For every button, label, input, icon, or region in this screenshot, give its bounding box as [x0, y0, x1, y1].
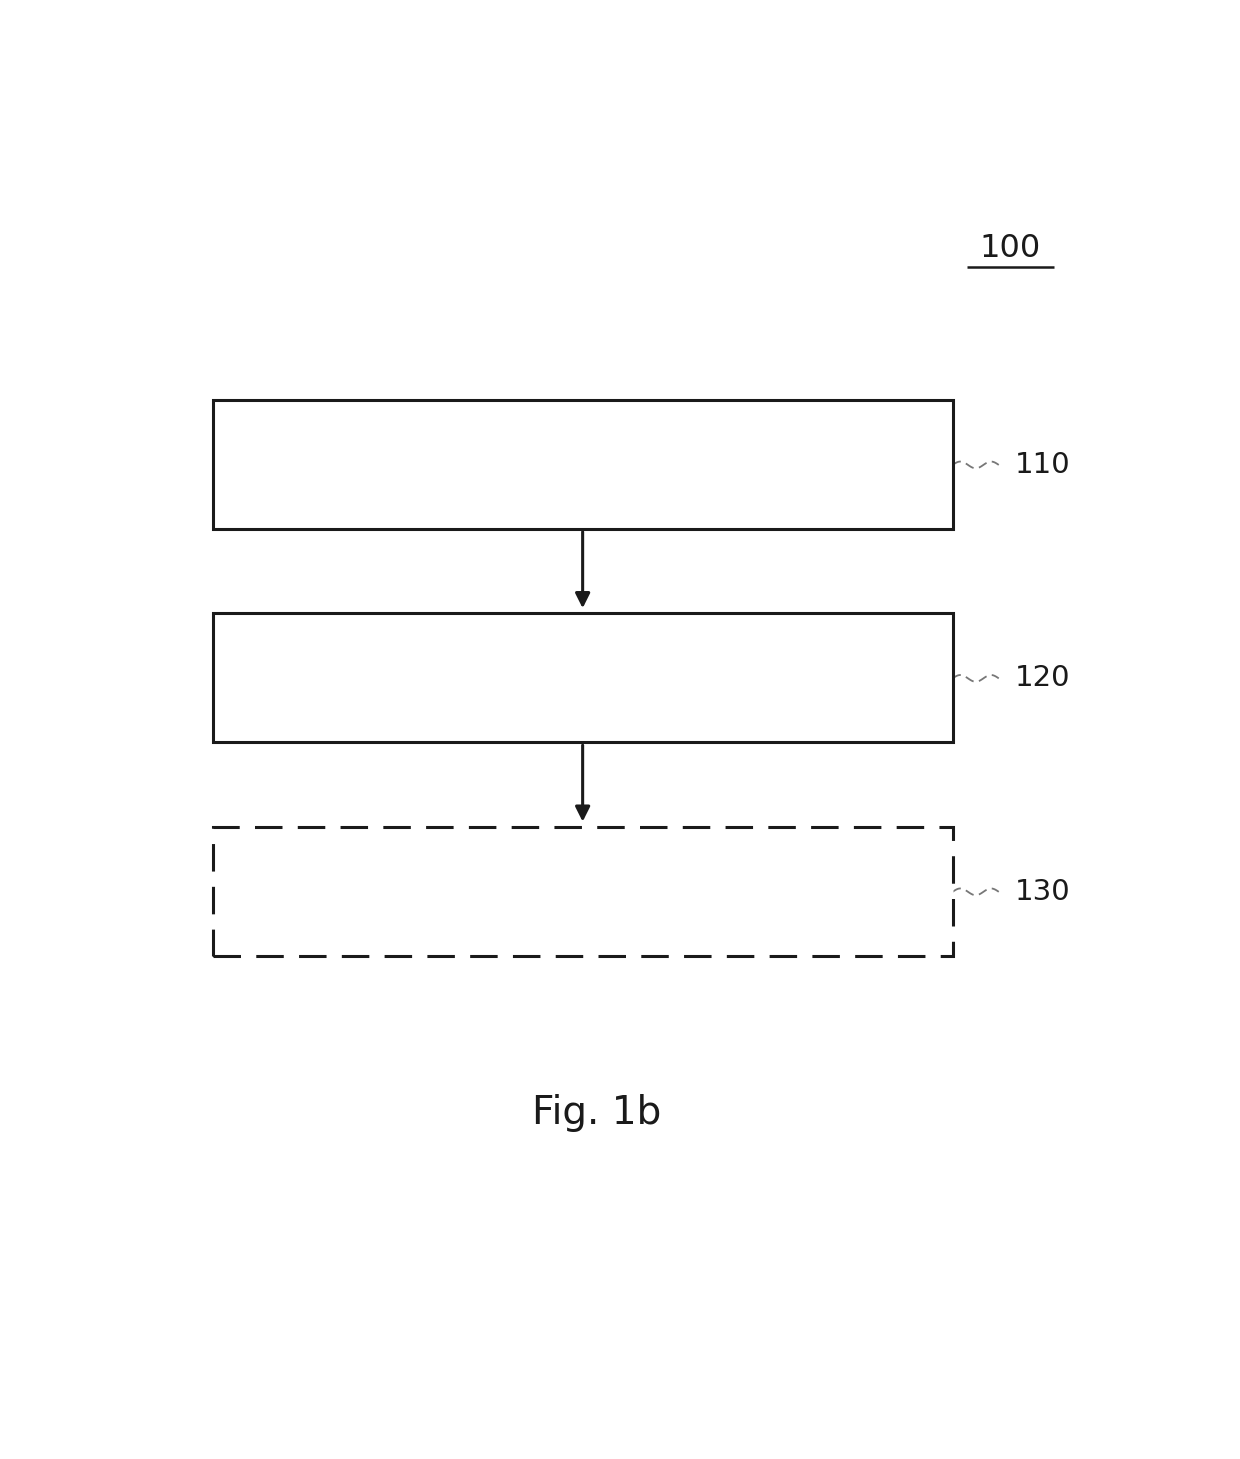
Text: 120: 120 — [1016, 664, 1070, 693]
Text: 130: 130 — [1016, 878, 1070, 906]
FancyBboxPatch shape — [213, 827, 952, 956]
Text: 100: 100 — [980, 232, 1040, 264]
Text: Fig. 1b: Fig. 1b — [532, 1094, 662, 1132]
Text: 110: 110 — [1016, 451, 1070, 479]
FancyBboxPatch shape — [213, 400, 952, 530]
FancyBboxPatch shape — [213, 613, 952, 743]
